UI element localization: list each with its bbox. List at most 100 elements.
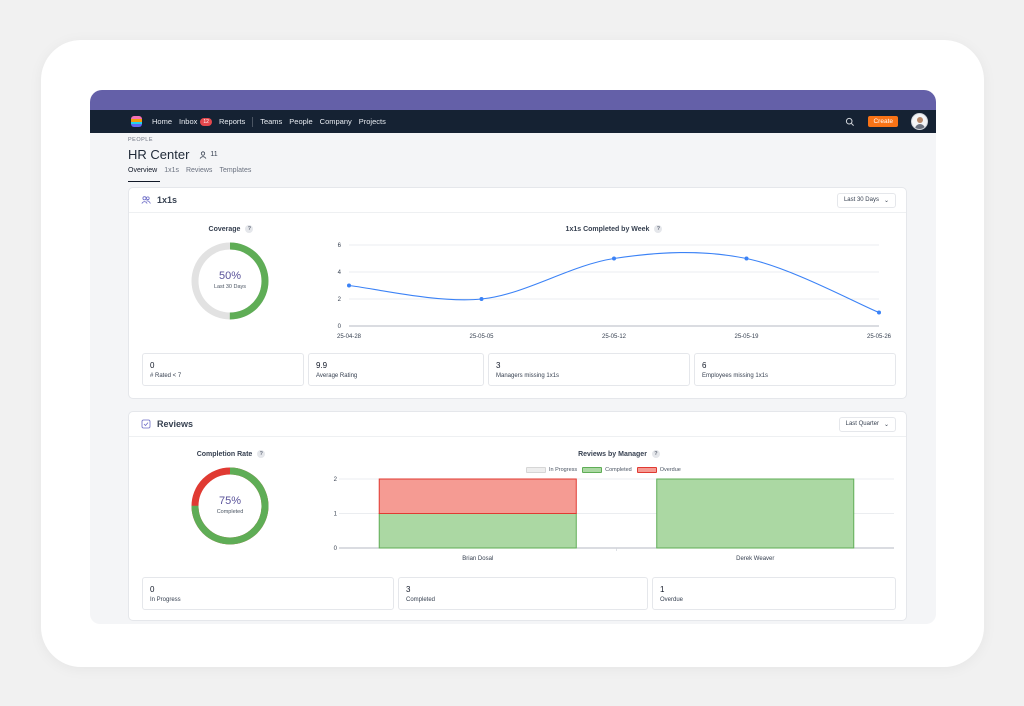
reviews-header: Reviews Last Quarter ⌄ <box>129 412 906 437</box>
stat-value: 6 <box>702 361 707 370</box>
legend-overdue[interactable]: Overdue <box>636 467 681 473</box>
coverage-donut <box>191 242 269 320</box>
data-point <box>612 256 616 261</box>
stat-label: Average Rating <box>316 373 358 379</box>
nav-inbox-label: Inbox <box>179 117 198 126</box>
title-row: HR Center 11 <box>128 147 218 162</box>
search-icon[interactable] <box>845 117 855 127</box>
sub-tabs: Overview 1x1s Reviews Templates <box>128 167 258 174</box>
one-on-ones-panel: 1x1s Last 30 Days ⌄ Coverage? 50% Last 30… <box>128 187 907 399</box>
line-chart-title: 1x1s Completed by Week? <box>529 225 699 233</box>
completion-rate-label-text: Completion Rate <box>196 450 253 458</box>
nav-company[interactable]: Company <box>320 117 352 126</box>
stat-managers-missing: 3 Managers missing 1x1s <box>488 353 690 386</box>
one-on-ones-header: 1x1s Last 30 Days ⌄ <box>129 188 906 213</box>
reviews-title: Reviews <box>157 419 194 429</box>
stat-label: Managers missing 1x1s <box>496 373 560 379</box>
stat-value: 9.9 <box>316 361 328 370</box>
one-on-ones-range-value: Last 30 Days <box>843 197 879 203</box>
bar-segment <box>378 478 577 514</box>
nav-home[interactable]: Home <box>152 117 172 126</box>
y-tick-label: 1 <box>334 512 338 518</box>
completion-value: 75% <box>218 495 242 507</box>
completion-center: 75% Completed <box>200 495 260 515</box>
breadcrumb[interactable]: PEOPLE <box>128 137 154 143</box>
page-title: HR Center <box>128 147 190 162</box>
help-icon[interactable]: ? <box>257 450 266 458</box>
legend-swatch <box>526 467 546 473</box>
nav-home-label: Home <box>152 117 173 126</box>
user-avatar[interactable] <box>911 113 928 130</box>
y-tick-label: 2 <box>334 477 338 483</box>
y-tick-label: 0 <box>334 546 338 552</box>
stat-average-rating: 9.9 Average Rating <box>308 353 484 386</box>
member-count[interactable]: 11 <box>199 150 218 159</box>
help-icon[interactable]: ? <box>654 225 663 233</box>
nav-right: Create <box>845 113 928 130</box>
nav-people-label: People <box>289 117 313 126</box>
bar-segment <box>378 513 577 549</box>
nav-projects[interactable]: Projects <box>359 117 386 126</box>
coverage-label-text: Coverage <box>208 225 241 233</box>
bar-chart-title-text: Reviews by Manager <box>578 450 647 458</box>
stat-value: 1 <box>660 585 665 594</box>
x-tick-label: 25-05-12 <box>602 334 627 340</box>
y-tick-label: 2 <box>338 297 342 303</box>
legend-swatch <box>582 467 603 473</box>
help-icon[interactable]: ? <box>651 450 660 458</box>
app-window: Home Inbox 12 Reports Teams People Compan… <box>90 90 936 624</box>
x-tick-label: 25-04-28 <box>337 334 362 340</box>
nav-teams-label: Teams <box>260 117 283 126</box>
legend-label: Overdue <box>659 467 681 473</box>
coverage-donut-arc <box>191 242 269 320</box>
stat-value: 3 <box>406 585 411 594</box>
x-tick-label: Derek Weaver <box>736 556 774 562</box>
stat-label: Completed <box>406 597 436 603</box>
completion-sublabel: Completed <box>216 509 244 515</box>
x-tick-label: 25-05-05 <box>469 334 494 340</box>
person-icon <box>200 150 207 159</box>
app-logo[interactable] <box>131 116 142 127</box>
tab-templates[interactable]: Templates <box>219 167 252 174</box>
data-point <box>744 256 749 261</box>
legend-label: In Progress <box>549 467 578 473</box>
nav-divider <box>252 116 254 127</box>
nav-inbox[interactable]: Inbox 12 <box>179 117 212 126</box>
stat-completed: 3 Completed <box>398 577 648 610</box>
stat-label: In Progress <box>150 597 181 603</box>
nav-people[interactable]: People <box>289 117 312 126</box>
reviews-range-value: Last Quarter <box>845 421 879 427</box>
coverage-label: Coverage? <box>181 225 281 233</box>
tab-1x1s[interactable]: 1x1s <box>164 167 179 174</box>
legend-completed[interactable]: Completed <box>582 467 632 473</box>
data-point <box>877 310 881 315</box>
x-tick-label: 25-05-19 <box>734 334 759 340</box>
line-chart-title-text: 1x1s Completed by Week <box>565 225 650 233</box>
chevron-down-icon: ⌄ <box>883 421 889 428</box>
coverage-value: 50% <box>218 270 242 282</box>
legend-in-progress[interactable]: In Progress <box>526 467 577 473</box>
bar-chart-legend: In Progress Completed Overdue <box>526 467 686 473</box>
bar-chart: 0 1 2 Brian Dosal Derek Weaver <box>334 477 894 562</box>
help-icon[interactable]: ? <box>245 225 254 233</box>
stat-employees-missing: 6 Employees missing 1x1s <box>694 353 896 386</box>
nav-reports[interactable]: Reports <box>219 117 245 126</box>
stat-label: # Rated < 7 <box>150 373 182 379</box>
tab-reviews[interactable]: Reviews <box>185 167 213 174</box>
nav-company-label: Company <box>319 117 352 126</box>
stat-value: 0 <box>150 361 155 370</box>
one-on-ones-range-select[interactable]: Last 30 Days ⌄ <box>836 192 896 208</box>
one-on-ones-title: 1x1s <box>157 195 178 205</box>
y-tick-label: 4 <box>338 270 342 276</box>
nav-teams[interactable]: Teams <box>260 117 282 126</box>
stat-label: Overdue <box>660 597 684 603</box>
reviews-range-select[interactable]: Last Quarter ⌄ <box>838 416 896 432</box>
people-icon <box>141 196 151 204</box>
inbox-count-badge: 12 <box>200 117 212 126</box>
page-header: PEOPLE HR Center 11 <box>128 137 218 162</box>
stat-overdue: 1 Overdue <box>652 577 896 610</box>
tab-overview[interactable]: Overview <box>128 167 158 174</box>
top-navbar: Home Inbox 12 Reports Teams People Compan… <box>90 110 936 133</box>
y-tick-label: 0 <box>338 324 342 330</box>
create-button[interactable]: Create <box>868 116 898 127</box>
